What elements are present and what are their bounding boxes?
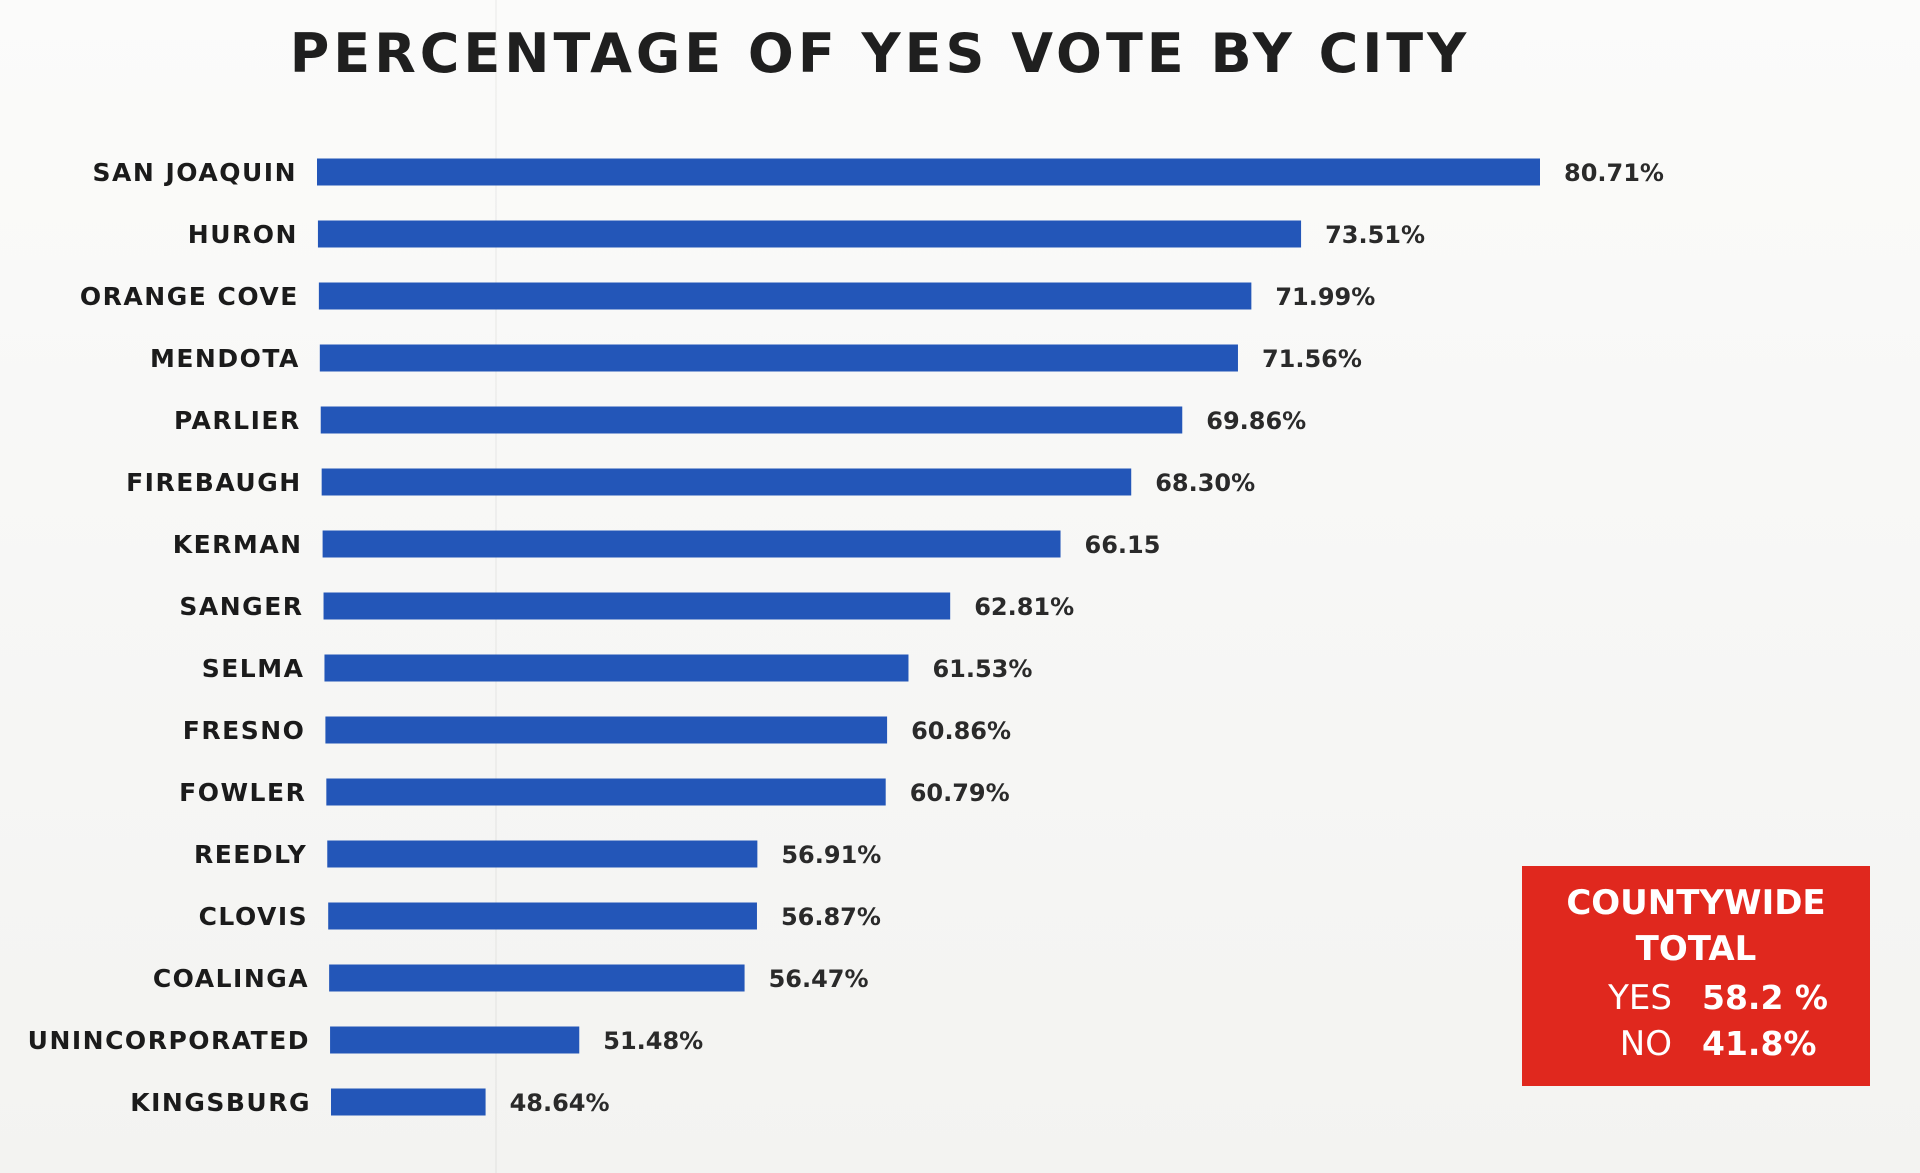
yes-row: YES 58.2 % xyxy=(1522,978,1870,1018)
bar xyxy=(319,344,1238,372)
countywide-total-box: COUNTYWIDE TOTAL YES 58.2 % NO 41.8% xyxy=(1522,866,1870,1086)
city-label: SANGER xyxy=(179,592,303,621)
city-label: KINGSBURG xyxy=(130,1088,311,1117)
bar xyxy=(329,964,745,992)
value-label: 71.56% xyxy=(1262,345,1362,373)
value-label: 60.79% xyxy=(910,779,1010,807)
city-label: PARLIER xyxy=(174,406,301,435)
city-label: MENDOTA xyxy=(150,344,300,373)
city-label: ORANGE COVE xyxy=(80,282,299,311)
city-label: FOWLER xyxy=(179,778,306,807)
bar xyxy=(324,654,909,682)
value-label: 60.86% xyxy=(911,717,1011,745)
city-label: FRESNO xyxy=(183,716,306,745)
value-label: 61.53% xyxy=(932,655,1032,683)
bar xyxy=(317,220,1302,248)
bar xyxy=(330,1026,580,1054)
value-label: 68.30% xyxy=(1155,469,1255,497)
bar xyxy=(322,530,1061,558)
countywide-heading: COUNTYWIDE TOTAL xyxy=(1566,883,1826,969)
bar xyxy=(325,716,888,744)
value-label: 69.86% xyxy=(1206,407,1306,435)
value-label: 51.48% xyxy=(603,1027,703,1055)
value-label: 62.81% xyxy=(974,593,1074,621)
bar xyxy=(328,902,757,930)
no-label: NO xyxy=(1619,1024,1672,1064)
city-label: REEDLY xyxy=(194,840,307,869)
city-label: FIREBAUGH xyxy=(126,468,302,497)
value-label: 73.51% xyxy=(1325,221,1425,249)
value-label: 80.71% xyxy=(1564,159,1664,187)
chart-title: PERCENTAGE OF YES VOTE BY CITY xyxy=(289,22,1471,85)
yes-label: YES xyxy=(1608,978,1672,1018)
city-label: KERMAN xyxy=(173,530,303,559)
bar xyxy=(317,158,1540,186)
city-label: UNINCORPORATED xyxy=(28,1026,310,1055)
value-label: 48.64% xyxy=(510,1089,610,1117)
value-label: 56.87% xyxy=(781,903,881,931)
bar xyxy=(327,840,758,868)
yes-value: 58.2 % xyxy=(1702,978,1828,1017)
value-label: 56.47% xyxy=(769,965,869,993)
city-label: HURON xyxy=(188,220,298,249)
bar xyxy=(318,282,1252,310)
value-label: 66.15 xyxy=(1085,531,1161,559)
city-label: CLOVIS xyxy=(199,902,309,931)
bar xyxy=(320,406,1183,434)
no-row: NO 41.8% xyxy=(1522,1024,1870,1064)
bar xyxy=(326,778,886,806)
bar xyxy=(323,592,951,620)
bar xyxy=(331,1088,486,1116)
value-label: 56.91% xyxy=(781,841,881,869)
no-value: 41.8% xyxy=(1702,1024,1817,1063)
city-label: SAN JOAQUIN xyxy=(93,158,298,187)
bar xyxy=(321,468,1132,496)
value-label: 71.99% xyxy=(1275,283,1375,311)
city-label: SELMA xyxy=(202,654,305,683)
city-label: COALINGA xyxy=(153,964,309,993)
